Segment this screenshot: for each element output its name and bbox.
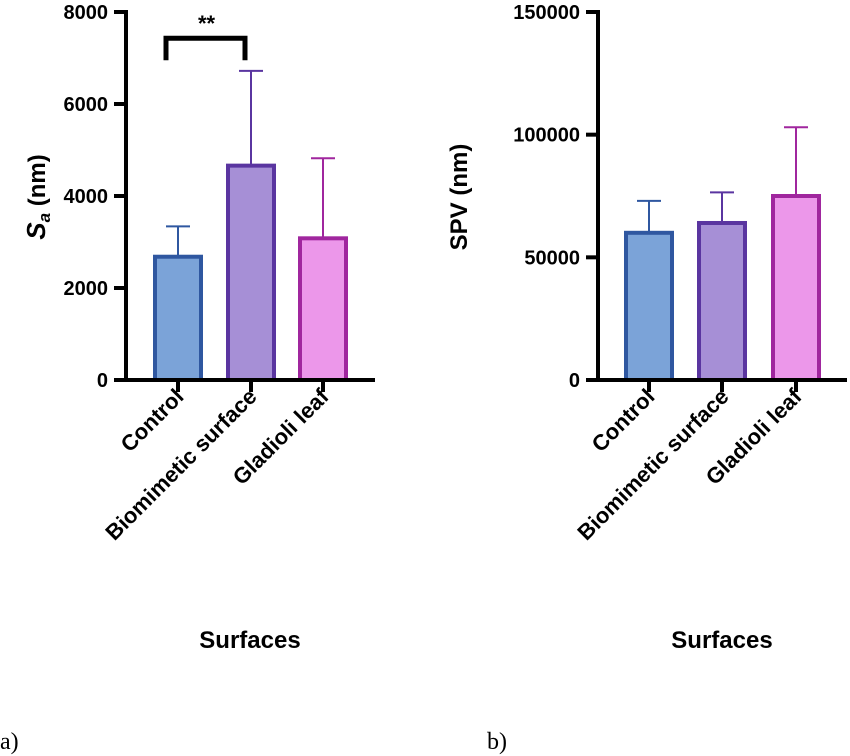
bar [298,236,348,382]
panel-a-label: a) [0,729,19,755]
y-tick-label: 0 [97,370,108,392]
x-tick-label: Control [587,384,660,457]
bar [771,194,821,382]
y-tick-label: 4000 [64,186,109,208]
bar [697,220,747,382]
y-tick-label: 8000 [64,2,109,24]
x-tick-label: Control [116,384,189,457]
bar [153,254,203,382]
panel-a-y-axis-title: Sa (nm) [21,154,54,239]
y-tick-label: 50000 [524,247,580,269]
panel-b-label: b) [487,729,507,755]
y-tick-label: 0 [569,370,580,392]
y-tick-label: 150000 [513,2,580,24]
significance-bracket [163,35,248,61]
y-tick-label: 6000 [64,94,109,116]
y-tick-label: 2000 [64,278,109,300]
significance-label: ** [198,11,216,36]
bar [226,163,276,382]
y-tick-label: 100000 [513,125,580,147]
panel-a-x-axis-title: Surfaces [199,627,300,654]
bar [624,230,674,382]
panel-b-spv-chart: SPV (nm) Surfaces b) 0 50000 100000 150000 C… [446,2,847,755]
panel-b-x-axis-title: Surfaces [671,627,772,654]
panel-b-y-axis-title: SPV (nm) [446,144,473,251]
panel-a-sa-chart: Sa (nm) Surfaces a) 0 2000 4000 6000 8000 Con… [0,2,375,755]
